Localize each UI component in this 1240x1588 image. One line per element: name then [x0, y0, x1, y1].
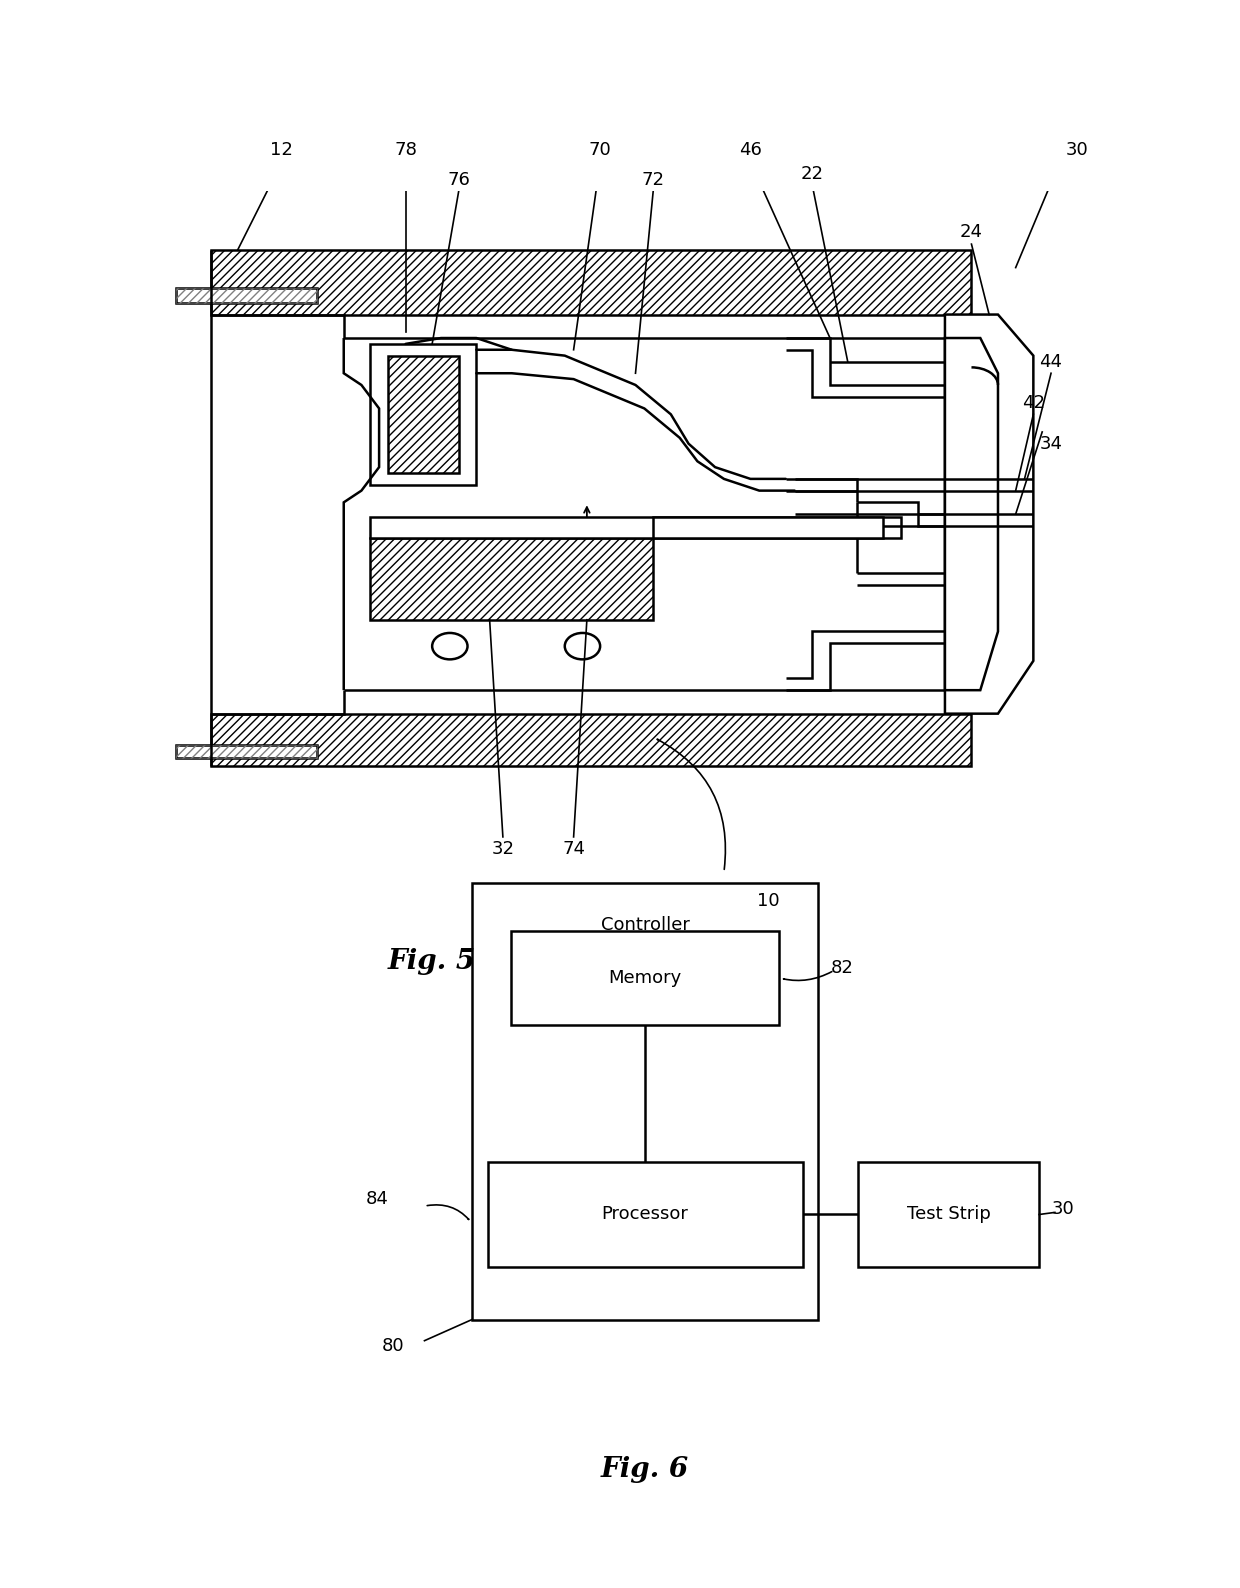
Polygon shape — [371, 538, 653, 619]
Text: 82: 82 — [831, 959, 853, 978]
Text: 70: 70 — [589, 141, 611, 159]
Bar — [371, 518, 900, 538]
Bar — [176, 745, 317, 757]
Text: Processor: Processor — [601, 1205, 688, 1223]
Polygon shape — [388, 356, 459, 473]
Bar — [653, 518, 883, 538]
Polygon shape — [945, 338, 998, 691]
Text: 10: 10 — [756, 892, 780, 910]
Text: 12: 12 — [270, 141, 294, 159]
Text: 32: 32 — [491, 840, 515, 858]
Bar — [176, 287, 317, 303]
Text: Memory: Memory — [609, 969, 682, 986]
Text: 42: 42 — [1022, 394, 1045, 411]
Text: Fig. 5: Fig. 5 — [388, 948, 476, 975]
Text: 24: 24 — [960, 224, 983, 241]
Bar — [471, 883, 818, 1320]
Text: 84: 84 — [366, 1189, 388, 1208]
FancyArrowPatch shape — [428, 1205, 469, 1220]
Text: 78: 78 — [394, 141, 417, 159]
Text: 76: 76 — [448, 170, 470, 189]
Text: 80: 80 — [382, 1337, 404, 1355]
Text: 46: 46 — [739, 141, 761, 159]
Ellipse shape — [433, 634, 467, 659]
Bar — [487, 1162, 802, 1267]
Text: Fig. 6: Fig. 6 — [601, 1456, 689, 1483]
Bar — [858, 1162, 1039, 1267]
Text: 72: 72 — [641, 170, 665, 189]
Text: 74: 74 — [562, 840, 585, 858]
Bar — [176, 287, 317, 303]
Bar — [371, 345, 476, 484]
Ellipse shape — [564, 634, 600, 659]
Text: 30: 30 — [1052, 1201, 1074, 1218]
Bar — [176, 745, 317, 757]
Polygon shape — [211, 713, 971, 767]
FancyArrowPatch shape — [784, 972, 832, 980]
Text: 22: 22 — [801, 165, 823, 183]
FancyArrowPatch shape — [657, 740, 725, 869]
Text: 34: 34 — [1039, 435, 1063, 453]
Bar — [511, 931, 779, 1026]
Text: 30: 30 — [1066, 141, 1089, 159]
Text: 44: 44 — [1039, 353, 1063, 370]
Text: Test Strip: Test Strip — [906, 1205, 991, 1223]
Polygon shape — [211, 249, 971, 314]
Text: Controller: Controller — [600, 916, 689, 934]
Polygon shape — [945, 314, 1033, 713]
